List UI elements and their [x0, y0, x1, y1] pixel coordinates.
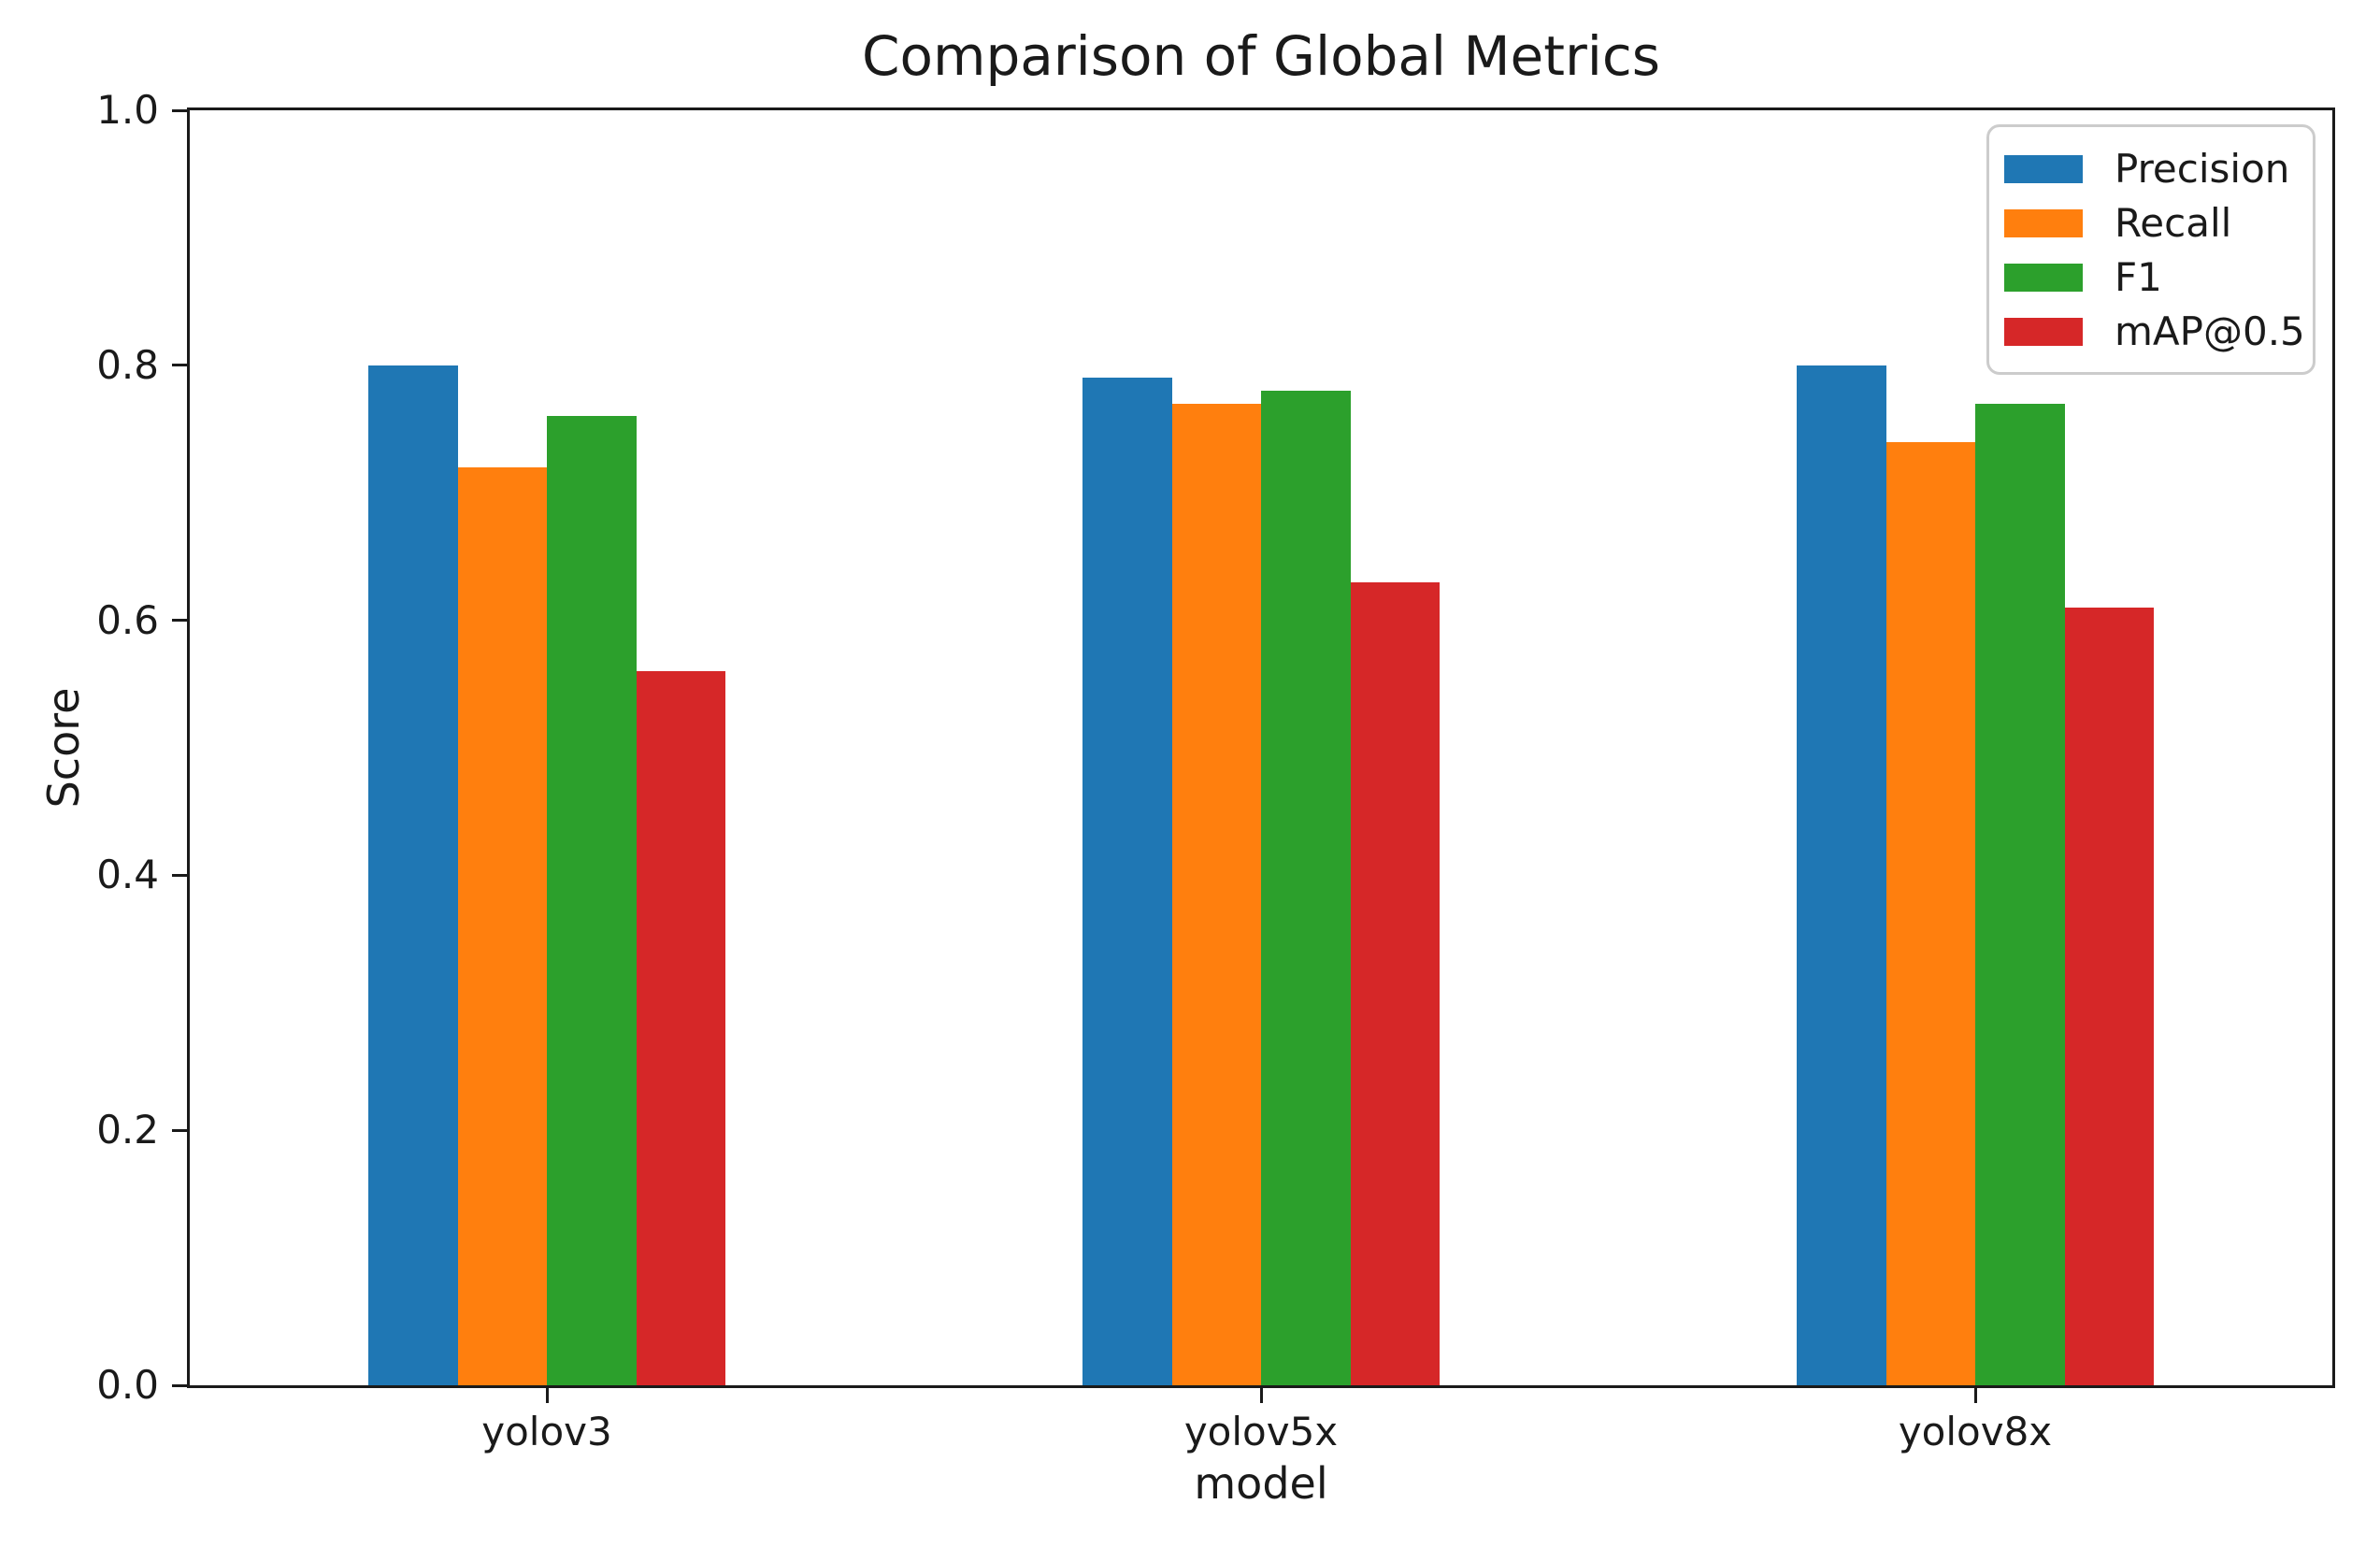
- bar-yolov8x-map-0-5: [2064, 607, 2154, 1385]
- y-tick-label-0.0: 0.0: [96, 1362, 159, 1408]
- x-axis-label: model: [1194, 1458, 1328, 1509]
- legend-item-f1: F1: [2004, 251, 2313, 305]
- y-tick-label-1.0: 1.0: [96, 87, 159, 133]
- chart-title: Comparison of Global Metrics: [861, 24, 1661, 88]
- bar-yolov8x-precision: [1797, 365, 1886, 1385]
- legend-item-precision: Precision: [2004, 142, 2313, 196]
- y-tick-label-0.4: 0.4: [96, 852, 159, 898]
- legend-swatch-recall: [2004, 209, 2083, 237]
- legend-swatch-map-0-5: [2004, 318, 2083, 346]
- x-tick-label-yolov8x: yolov8x: [1898, 1409, 2053, 1454]
- y-axis-label: Score: [38, 687, 89, 809]
- bar-yolov3-recall: [457, 466, 547, 1385]
- x-tick-mark-yolov3: [545, 1388, 549, 1403]
- bar-yolov3-f1: [547, 416, 637, 1385]
- legend-label-f1: F1: [2115, 254, 2162, 300]
- bar-yolov3-map-0-5: [636, 671, 725, 1385]
- x-tick-label-yolov3: yolov3: [481, 1409, 612, 1454]
- bar-yolov5x-recall: [1171, 403, 1261, 1385]
- y-tick-mark-0.4: [172, 873, 187, 877]
- y-tick-mark-0.6: [172, 619, 187, 623]
- y-tick-label-0.6: 0.6: [96, 596, 159, 643]
- legend-label-recall: Recall: [2115, 200, 2232, 246]
- x-tick-label-yolov5x: yolov5x: [1183, 1409, 1339, 1454]
- legend-swatch-precision: [2004, 155, 2083, 183]
- bar-yolov5x-f1: [1261, 391, 1351, 1385]
- legend-item-map-0-5: mAP@0.5: [2004, 305, 2313, 359]
- legend-item-recall: Recall: [2004, 196, 2313, 251]
- legend-label-map-0-5: mAP@0.5: [2115, 308, 2305, 354]
- y-tick-mark-0.0: [172, 1383, 187, 1387]
- bar-yolov5x-precision: [1082, 378, 1172, 1385]
- bar-yolov8x-recall: [1885, 441, 1975, 1385]
- y-tick-label-0.8: 0.8: [96, 341, 159, 388]
- legend-swatch-f1: [2004, 264, 2083, 292]
- x-tick-mark-yolov8x: [1973, 1388, 1977, 1403]
- legend-label-precision: Precision: [2115, 146, 2290, 192]
- x-tick-mark-yolov5x: [1259, 1388, 1263, 1403]
- plot-area: [187, 107, 2335, 1388]
- y-tick-mark-0.8: [172, 364, 187, 367]
- y-tick-mark-0.2: [172, 1128, 187, 1132]
- bar-yolov8x-f1: [1975, 403, 2065, 1385]
- legend: Precision Recall F1 mAP@0.5: [1986, 124, 2315, 375]
- y-tick-label-0.2: 0.2: [96, 1107, 159, 1153]
- bar-yolov3-precision: [368, 365, 458, 1385]
- y-tick-mark-1.0: [172, 108, 187, 112]
- bar-yolov5x-map-0-5: [1350, 581, 1440, 1385]
